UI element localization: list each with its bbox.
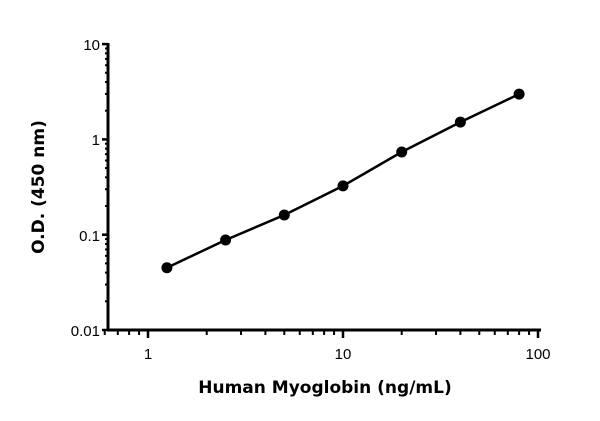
data-point [396, 146, 408, 158]
y-tick-label: 1 [92, 132, 100, 149]
x-tick-labels: 1 10 100 [144, 346, 551, 363]
y-tick-label: 0.1 [79, 228, 100, 245]
data-point [513, 88, 525, 100]
axis-ticks [102, 42, 540, 338]
data-points [161, 88, 525, 274]
data-point [161, 262, 173, 274]
y-tick-label: 10 [83, 37, 100, 54]
data-point [278, 209, 290, 221]
y-axis-title: O.D. (450 nm) [29, 120, 49, 254]
data-point [337, 180, 349, 192]
x-tick-label: 10 [335, 346, 352, 363]
data-point [220, 234, 232, 246]
x-axis-title: Human Myoglobin (ng/mL) [198, 378, 451, 398]
data-point [454, 116, 466, 128]
y-tick-label: 0.01 [71, 323, 100, 340]
x-tick-label: 1 [144, 346, 152, 363]
y-tick-labels: 10 1 0.1 0.01 [71, 37, 100, 340]
x-tick-label: 100 [525, 346, 550, 363]
